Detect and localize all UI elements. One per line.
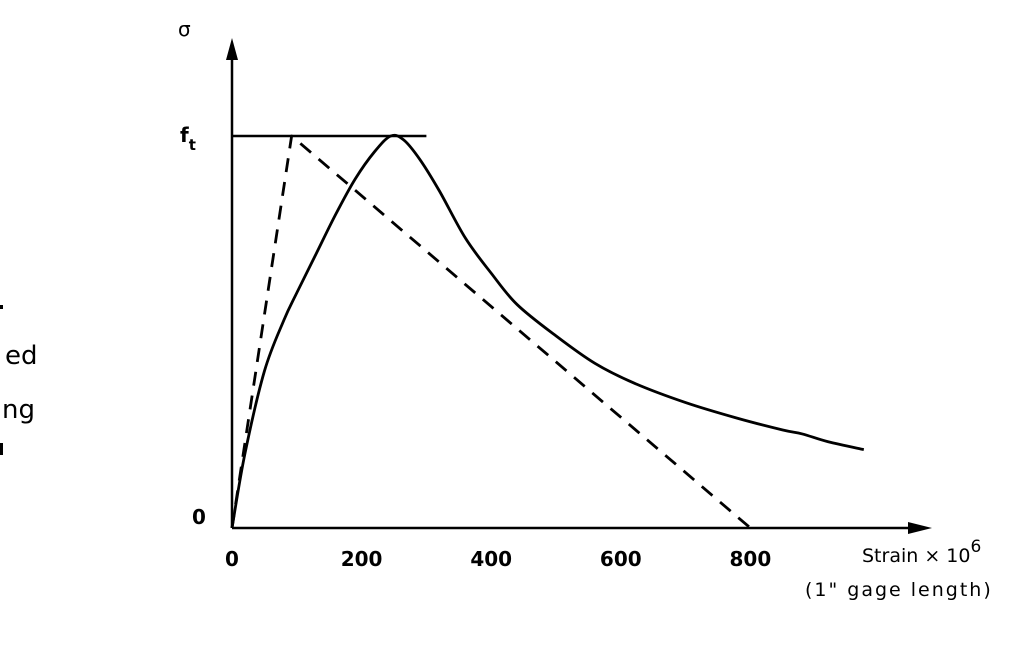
y-axis-label: σ (178, 17, 191, 41)
y-tick-label-ft: ft (180, 123, 196, 154)
series-solid-curve (230, 133, 865, 529)
x-tick-labels: 0 200 400 600 800 (225, 547, 771, 571)
y-axis-arrow-icon (226, 38, 238, 60)
side-text-mark-top (0, 305, 3, 309)
x-tick-label-400: 400 (470, 547, 512, 571)
side-text-line-1: ed (5, 341, 38, 371)
x-axis-sublabel: (1" gage length) (805, 579, 993, 601)
x-tick-label-200: 200 (341, 547, 383, 571)
side-text-line-2: ng (2, 395, 35, 425)
side-text-mark-bottom (0, 443, 3, 455)
series-layer (230, 133, 865, 530)
x-tick-label-600: 600 (600, 547, 642, 571)
x-tick-label-0: 0 (225, 547, 239, 571)
y-tick-label-zero: 0 (192, 505, 206, 529)
x-tick-label-800: 800 (730, 547, 772, 571)
series-dashed-line (230, 134, 752, 530)
x-axis-label: Strain × 106 (862, 537, 981, 567)
x-axis-arrow-icon (908, 522, 932, 534)
